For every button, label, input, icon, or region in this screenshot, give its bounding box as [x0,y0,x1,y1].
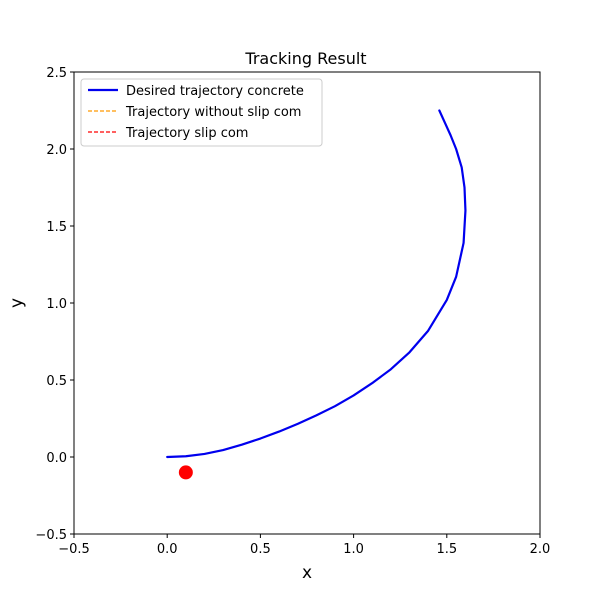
y-tick-label: 2.0 [46,143,67,158]
x-tick-label: 1.5 [436,542,457,557]
y-tick-label: 0.0 [46,451,67,466]
y-tick-label: 2.5 [46,66,67,81]
axis-ticks: −0.5 0.0 0.5 1.0 1.5 2.0 −0.5 0.0 0.5 1.0 1.5 2.0 2.… [35,66,550,557]
legend-box [80,78,323,147]
x-tick-label: 2.0 [530,542,551,557]
y-tick-label: 0.5 [46,374,67,389]
legend: Desired trajectory concrete Trajectory w… [80,78,323,147]
y-tick-label: 1.0 [46,297,67,312]
markers-layer [178,465,193,480]
plot-frame [73,71,541,535]
x-tick-label: 0.5 [250,542,271,557]
legend-label-slip: Trajectory slip com [125,126,248,141]
series-layer [166,109,467,459]
legend-label-without-slip: Trajectory without slip com [125,105,301,120]
x-tick-label: −0.5 [58,542,90,557]
chart-title: Tracking Result [244,49,366,68]
x-tick-label: 0.0 [157,542,178,557]
x-axis-title: x [302,563,312,583]
series-line-0 [166,109,467,459]
x-tick-label: 1.0 [343,542,364,557]
position-marker [178,465,193,480]
y-axis-title: y [7,298,27,308]
y-tick-label: 1.5 [46,220,67,235]
y-tick-label: −0.5 [35,528,67,543]
legend-label-desired: Desired trajectory concrete [126,84,304,99]
